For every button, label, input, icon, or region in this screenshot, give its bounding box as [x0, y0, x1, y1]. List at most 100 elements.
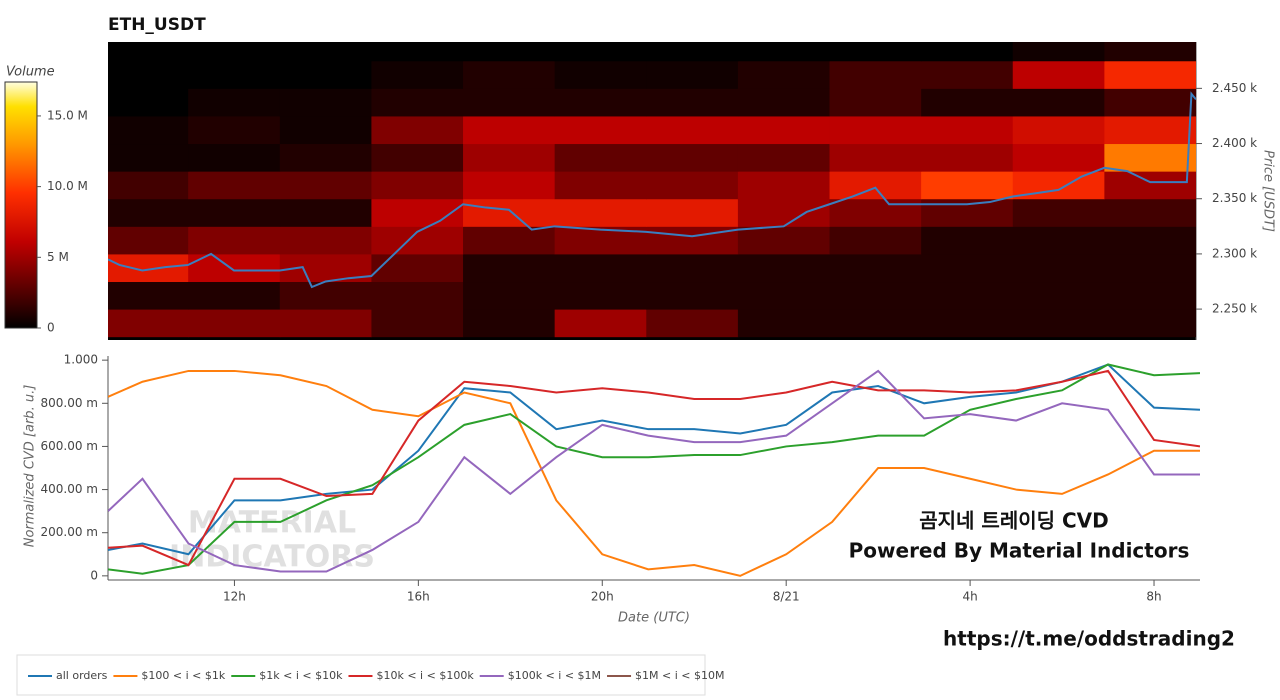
colorbar-tick-label: 0 — [47, 321, 55, 335]
heatmap-cell — [1104, 226, 1196, 255]
heatmap-cell — [279, 60, 372, 89]
cvd-line — [108, 369, 1200, 573]
heatmap-cell — [1104, 88, 1196, 117]
heatmap-cell — [554, 42, 647, 62]
footer-link[interactable]: https://t.me/oddstrading2 — [943, 627, 1235, 651]
heatmap-cell — [554, 253, 647, 283]
heatmap-cell — [108, 309, 189, 338]
y-tick-label: 800.00 m — [41, 396, 99, 410]
heatmap-cell — [829, 88, 922, 117]
heatmap-cell — [108, 253, 189, 283]
heatmap-cell — [921, 281, 1014, 310]
heatmap-cell — [1012, 198, 1105, 227]
heatmap-cell — [371, 226, 464, 255]
heatmap-cell — [921, 143, 1014, 172]
y-tick-label: 2.400 k — [1212, 136, 1257, 150]
x-tick-label: 12h — [223, 590, 246, 604]
heatmap-cell — [108, 143, 189, 172]
x-axis-label: Date (UTC) — [618, 611, 690, 626]
heatmap-cell — [279, 88, 372, 117]
y-tick-label: 1.000 — [64, 353, 98, 367]
annotation: 곰지네 트레이딩 CVD — [919, 509, 1108, 533]
heatmap-cell — [737, 253, 831, 283]
heatmap-cell — [829, 281, 922, 310]
heatmap-cell — [737, 171, 831, 200]
heatmap-cell — [829, 226, 922, 255]
heatmap-cell — [188, 88, 281, 117]
heatmap-cell — [1012, 309, 1105, 338]
heatmap-cell — [188, 281, 281, 310]
heatmap-cell — [646, 171, 739, 200]
heatmap-cell — [108, 198, 189, 227]
heatmap-cell — [279, 171, 372, 200]
heatmap-cell — [371, 115, 464, 145]
heatmap-cell — [1012, 88, 1105, 117]
heatmap-cell — [737, 281, 831, 310]
heatmap-cell — [554, 309, 647, 338]
cvd-line — [108, 369, 1200, 577]
heatmap-cell — [646, 226, 739, 255]
x-tick-label: 4h — [962, 590, 977, 604]
heatmap-cell — [371, 198, 464, 227]
y-tick-label: 2.300 k — [1212, 246, 1257, 260]
y-axis-label: Normalized CVD [arb. u.] — [23, 385, 38, 548]
heatmap-cell — [1012, 143, 1105, 172]
heatmap-cell — [279, 115, 372, 145]
price-line — [108, 91, 1196, 289]
heatmap-cell — [829, 309, 922, 338]
heatmap-cell — [921, 60, 1014, 89]
heatmap-cell — [554, 171, 647, 200]
heatmap-cell — [463, 253, 556, 283]
x-tick-label: 8/21 — [773, 590, 800, 604]
heatmap-cell — [371, 88, 464, 117]
heatmap-cell — [554, 115, 647, 145]
legend-label: $1k < i < $10k — [259, 669, 343, 682]
heatmap-cell — [829, 171, 922, 200]
heatmap-cell — [1012, 281, 1105, 310]
heatmap-cell — [108, 226, 189, 255]
heatmap-cell — [921, 115, 1014, 145]
heatmap-cell — [829, 60, 922, 89]
heatmap-cell — [1012, 42, 1105, 62]
legend-label: $100k < i < $1M — [508, 669, 601, 682]
heatmap-cell — [108, 88, 189, 117]
cvd-line — [108, 363, 1200, 575]
heatmap-cell — [279, 42, 372, 62]
legend-label: $1M < i < $10M — [635, 669, 724, 682]
heatmap-cell — [279, 143, 372, 172]
heatmap-cell — [463, 115, 556, 145]
heatmap-cell — [463, 42, 556, 62]
heatmap-cell — [108, 60, 189, 89]
cvd-line — [108, 363, 1200, 556]
heatmap-cell — [921, 198, 1014, 227]
heatmap-cell — [737, 42, 831, 62]
heatmap-cell — [737, 226, 831, 255]
heatmap-cell — [646, 60, 739, 89]
x-tick-label: 20h — [591, 590, 614, 604]
heatmap-cell — [371, 309, 464, 338]
cvd-line — [108, 369, 1200, 567]
heatmap-cell — [646, 115, 739, 145]
heatmap-cell — [188, 60, 281, 89]
heatmap-cell — [1104, 281, 1196, 310]
heatmap-cell — [829, 42, 922, 62]
heatmap-cell — [1104, 42, 1196, 62]
heatmap-cell — [1012, 60, 1105, 89]
heatmap-cell — [108, 115, 189, 145]
heatmap-cell — [1104, 143, 1196, 172]
heatmap-cell — [737, 198, 831, 227]
chart-title: ETH_USDT — [108, 15, 206, 35]
heatmap-cell — [646, 88, 739, 117]
heatmap-cell — [1012, 253, 1105, 283]
legend-label: $100 < i < $1k — [141, 669, 225, 682]
heatmap-cell — [1104, 198, 1196, 227]
y-tick-label: 0 — [90, 568, 98, 582]
heatmap-cell — [829, 115, 922, 145]
heatmap-cell — [188, 115, 281, 145]
heatmap-cell — [371, 60, 464, 89]
heatmap-cell — [921, 253, 1014, 283]
heatmap-cell — [188, 42, 281, 62]
legend-label: all orders — [56, 669, 108, 682]
heatmap-cell — [1104, 60, 1196, 89]
